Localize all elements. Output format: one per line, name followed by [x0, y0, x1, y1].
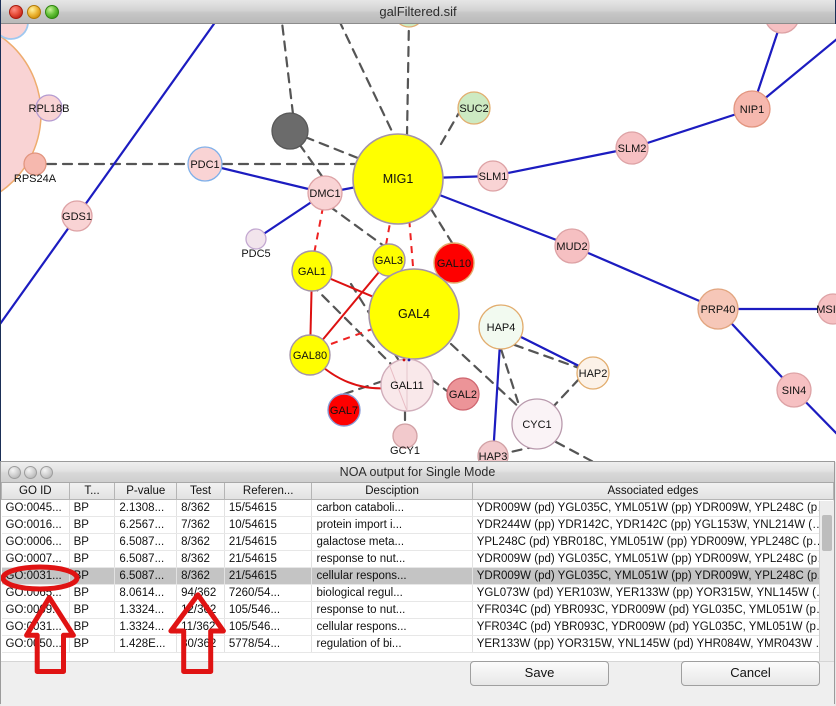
svg-text:GAL10: GAL10 — [437, 258, 471, 270]
svg-text:GDS1: GDS1 — [62, 211, 92, 223]
svg-text:RPL18B: RPL18B — [29, 103, 70, 115]
svg-text:SLM1: SLM1 — [479, 171, 508, 183]
svg-text:SIN4: SIN4 — [782, 385, 806, 397]
svg-text:RPS24A: RPS24A — [14, 173, 57, 185]
svg-text:MIG1: MIG1 — [383, 172, 414, 186]
svg-text:CYC1: CYC1 — [522, 419, 551, 431]
svg-text:GAL3: GAL3 — [375, 255, 403, 267]
svg-text:PDC1: PDC1 — [190, 159, 219, 171]
svg-text:PRP40: PRP40 — [701, 304, 736, 316]
svg-text:PDC5: PDC5 — [241, 248, 270, 260]
svg-text:GAL1: GAL1 — [298, 266, 326, 278]
svg-text:SUC2: SUC2 — [459, 103, 488, 115]
svg-text:GAL2: GAL2 — [449, 389, 477, 401]
svg-text:MUD2: MUD2 — [556, 241, 587, 253]
svg-text:DMC1: DMC1 — [309, 188, 340, 200]
svg-text:GAL7: GAL7 — [330, 405, 358, 417]
svg-text:MSI: MSI — [816, 304, 836, 316]
svg-text:HAP4: HAP4 — [487, 322, 516, 334]
svg-text:GAL11: GAL11 — [390, 380, 423, 392]
svg-text:SLM2: SLM2 — [618, 143, 647, 155]
svg-text:GCY1: GCY1 — [390, 445, 420, 457]
svg-text:NIP1: NIP1 — [740, 104, 764, 116]
svg-text:HAP2: HAP2 — [579, 368, 608, 380]
svg-text:GAL80: GAL80 — [293, 350, 327, 362]
svg-text:GAL4: GAL4 — [398, 307, 430, 321]
